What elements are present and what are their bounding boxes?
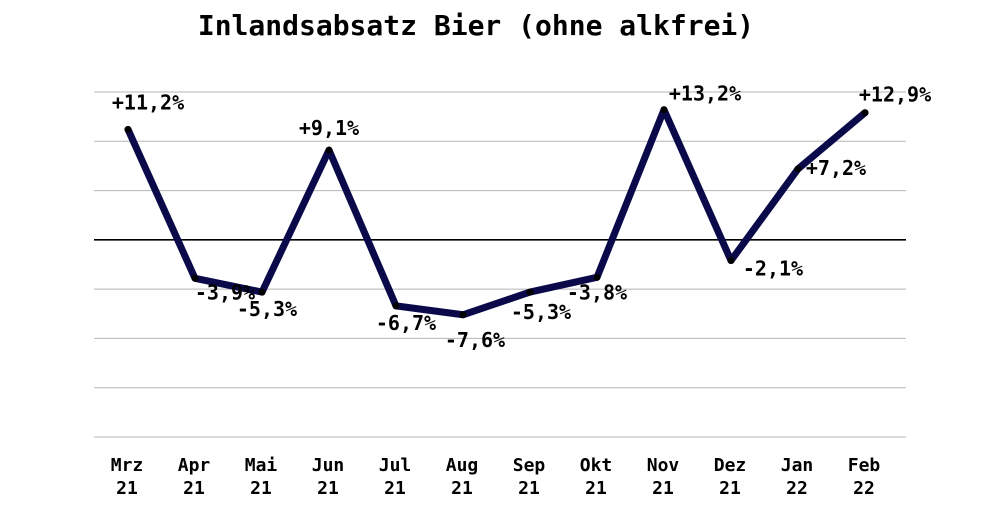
data-point [727, 257, 735, 265]
series-line [124, 106, 869, 319]
data-point [526, 288, 534, 296]
x-tick-label: Aug 21 [446, 455, 479, 499]
x-tick-label: Jan 22 [781, 455, 814, 499]
data-label: -7,6% [445, 328, 505, 352]
data-label: -2,1% [743, 257, 803, 281]
x-tick-label: Nov 21 [647, 455, 680, 499]
chart-title: Inlandsabsatz Bier (ohne alkfrei) [198, 9, 754, 42]
data-label: +12,9% [859, 83, 931, 107]
data-point [459, 311, 467, 319]
data-label: +7,2% [806, 156, 866, 180]
data-labels: +11,2%-3,9%-5,3%+9,1%-6,7%-7,6%-5,3%-3,8… [112, 82, 931, 352]
data-point [660, 106, 668, 114]
data-label: -6,7% [376, 311, 436, 335]
data-label: -5,3% [511, 300, 571, 324]
x-tick-label: Jul 21 [379, 455, 412, 499]
series-line-group [124, 106, 869, 319]
data-label: +13,2% [669, 82, 741, 106]
data-label: -3,8% [567, 280, 627, 304]
gridlines [94, 91, 906, 438]
x-tick-label: Jun 21 [312, 455, 345, 499]
x-tick-label: Dez 21 [714, 455, 747, 499]
data-point [794, 165, 802, 173]
data-point [124, 125, 132, 133]
x-tick-label: Okt 21 [580, 455, 613, 499]
data-label: -5,3% [237, 297, 297, 321]
data-point [191, 274, 199, 282]
x-axis-labels: Mrz 21 Apr 21 Mai 21 Jun 21 Jul 21 Aug 21 Sep 21 Okt 21… [111, 455, 881, 499]
data-label: +11,2% [112, 90, 184, 114]
data-point [258, 288, 266, 296]
x-tick-label: Sep 21 [513, 455, 546, 499]
data-point [861, 109, 869, 117]
data-label: +9,1% [299, 116, 359, 140]
x-tick-label: Feb 22 [848, 455, 881, 499]
data-point [392, 302, 400, 310]
data-point [593, 273, 601, 281]
x-tick-label: Apr 21 [178, 455, 211, 499]
data-point [325, 146, 333, 154]
data-label: -3,9% [195, 280, 255, 304]
x-tick-label: Mrz 21 [111, 455, 144, 499]
x-tick-label: Mai 21 [245, 455, 278, 499]
